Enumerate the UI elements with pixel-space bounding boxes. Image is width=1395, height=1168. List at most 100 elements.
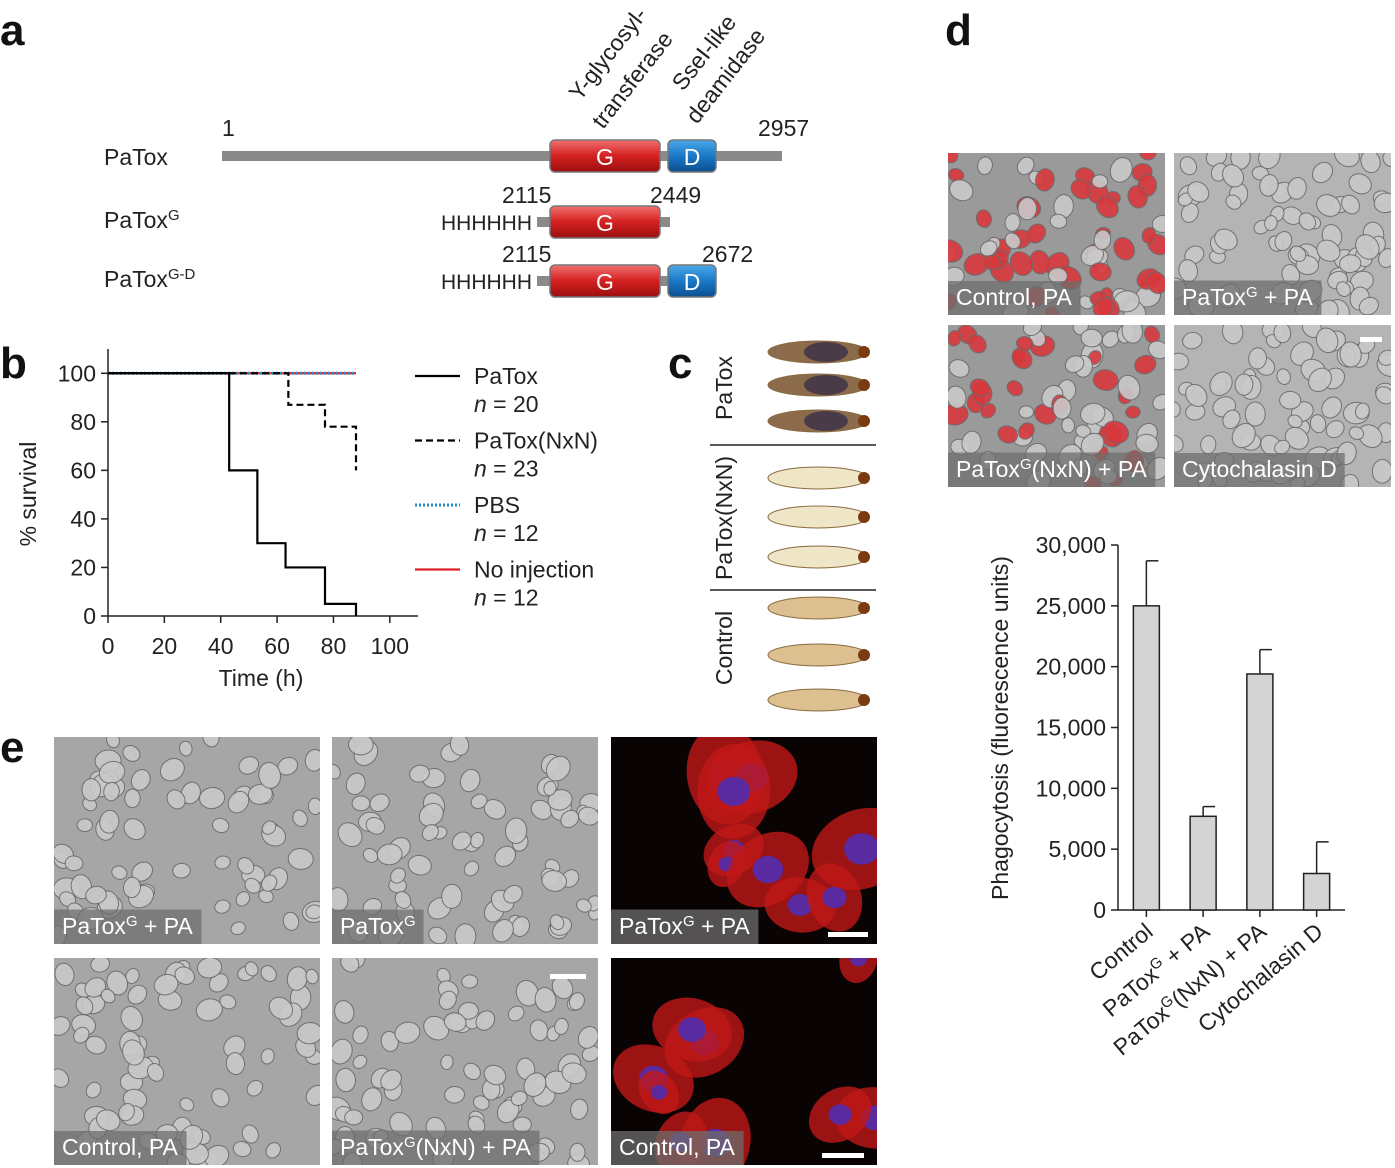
cell	[1287, 176, 1307, 200]
cell	[1341, 194, 1360, 215]
protein-name: PaToxG	[104, 207, 180, 234]
larva-head	[858, 511, 870, 523]
cell	[1222, 164, 1245, 188]
position: 2672	[702, 241, 753, 267]
cell	[515, 979, 540, 1007]
protein-name: PaToxG-D	[104, 266, 196, 293]
cell	[1018, 422, 1035, 440]
nucleus	[844, 833, 877, 865]
label-backdrop	[948, 281, 1081, 315]
cell	[1375, 386, 1391, 405]
cell	[1092, 297, 1114, 315]
cell	[261, 874, 278, 892]
cell	[561, 1062, 587, 1085]
cell	[440, 1054, 454, 1071]
cell	[54, 1016, 71, 1036]
cell	[492, 919, 514, 943]
domain-box	[549, 139, 661, 173]
cell	[975, 209, 992, 229]
domain-box	[549, 264, 661, 298]
y-tick-label: 0	[1093, 897, 1106, 923]
cell	[475, 1010, 496, 1031]
cell	[211, 817, 230, 834]
italic-run: n	[474, 585, 487, 611]
cell	[90, 958, 111, 973]
cell	[1316, 239, 1341, 262]
cell	[305, 1085, 320, 1106]
cell	[337, 822, 363, 848]
cell	[457, 1002, 479, 1020]
cell	[1287, 414, 1303, 429]
cell	[305, 904, 320, 920]
cell	[1049, 213, 1068, 229]
cell	[418, 802, 444, 827]
cell	[997, 425, 1018, 444]
label-backdrop	[611, 909, 759, 944]
text-run: (NxN) + PA	[416, 1134, 532, 1160]
cell	[1004, 232, 1021, 250]
panel-label: b	[0, 339, 27, 388]
domain-box	[667, 139, 717, 173]
text-run: = 12	[487, 520, 539, 546]
larva	[767, 596, 869, 620]
position: 2449	[650, 182, 701, 208]
position: 2115	[502, 182, 551, 208]
domain-letter: G	[596, 269, 614, 295]
larva-head	[858, 346, 870, 358]
cell	[1325, 420, 1345, 439]
cell	[1279, 390, 1302, 410]
cell	[948, 385, 967, 409]
cell	[54, 962, 75, 987]
cell	[260, 965, 277, 982]
image-label: Control, PA	[62, 1134, 179, 1160]
cell	[340, 958, 360, 973]
cell	[1378, 349, 1391, 366]
italic-run: n	[474, 520, 487, 546]
y-axis-label: Phagocytosis (fluorescence units)	[987, 556, 1013, 900]
cell	[1315, 327, 1339, 354]
cell	[423, 1015, 450, 1041]
cell	[547, 789, 573, 811]
cell	[238, 756, 260, 775]
larva-dark	[804, 411, 848, 431]
cell	[470, 793, 488, 810]
text-run: PaTox	[1182, 284, 1246, 310]
larva-head	[858, 694, 870, 706]
cell	[1004, 212, 1021, 232]
y-tick-label: 20,000	[1036, 654, 1106, 680]
image-label: Control, PA	[956, 284, 1073, 310]
cell	[1072, 325, 1089, 336]
cell	[127, 984, 148, 1005]
y-tick-label: 0	[83, 603, 96, 629]
nucleus	[678, 1017, 707, 1042]
cell	[503, 884, 523, 904]
cell	[1092, 369, 1119, 391]
image-label: Cytochalasin D	[1182, 456, 1337, 482]
x-tick-label: 20	[152, 633, 178, 659]
cell	[261, 820, 277, 835]
cell	[225, 1052, 246, 1076]
text-run: PaTox	[340, 1134, 404, 1160]
cell	[244, 961, 259, 977]
cell	[1258, 153, 1281, 170]
cell	[268, 996, 294, 1020]
y-tick-label: 20	[70, 554, 96, 580]
cell	[1244, 401, 1266, 427]
micrograph	[54, 958, 320, 1165]
cell	[304, 748, 320, 772]
cell	[124, 788, 141, 809]
cell	[232, 1141, 252, 1158]
nucleus	[850, 958, 867, 967]
cell	[549, 914, 565, 931]
cell	[510, 1090, 528, 1107]
cell	[265, 1142, 282, 1159]
text-run: PaTox	[62, 913, 126, 939]
superscript: G	[404, 1134, 416, 1151]
cell	[1080, 432, 1105, 456]
label-backdrop	[948, 452, 1156, 487]
cell	[199, 786, 226, 810]
superscript: G	[1020, 456, 1032, 473]
cell	[335, 1067, 356, 1093]
cell	[428, 926, 448, 944]
y-tick-label: 100	[58, 360, 96, 386]
